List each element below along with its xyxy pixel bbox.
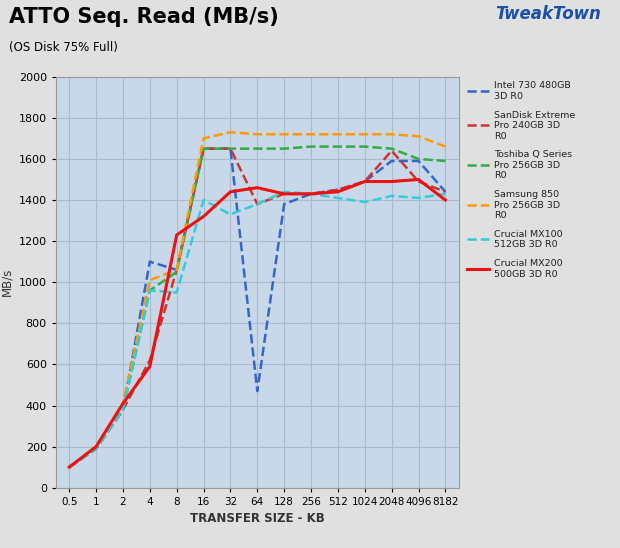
- Text: (OS Disk 75% Full): (OS Disk 75% Full): [9, 41, 118, 54]
- Text: ATTO Seq. Read (MB/s): ATTO Seq. Read (MB/s): [9, 7, 279, 26]
- X-axis label: TRANSFER SIZE - KB: TRANSFER SIZE - KB: [190, 512, 325, 526]
- Text: TweakTown: TweakTown: [495, 5, 601, 23]
- Legend: Intel 730 480GB
3D R0, SanDisk Extreme
Pro 240GB 3D
R0, Toshiba Q Series
Pro 256: Intel 730 480GB 3D R0, SanDisk Extreme P…: [467, 82, 575, 278]
- Y-axis label: MB/s: MB/s: [0, 268, 13, 296]
